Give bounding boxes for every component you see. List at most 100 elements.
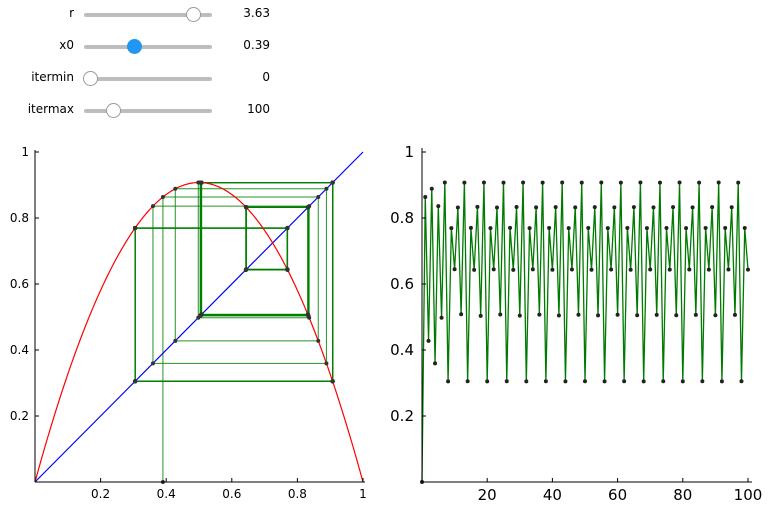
slider-itermax[interactable]: itermax 100 [0,101,300,121]
orbit-point [661,379,666,384]
orbit-point [504,379,509,384]
slider-r[interactable]: r 3.63 [0,5,300,25]
cobweb-point [133,379,138,384]
slider-r-track[interactable] [84,13,212,17]
orbit-point [729,205,734,210]
x-tick-label: 80 [673,486,692,504]
orbit-point [521,180,526,185]
orbit-point [589,267,594,272]
cobweb-point [133,226,138,231]
cobweb-point [173,338,178,343]
slider-itermin-thumb[interactable] [83,71,98,86]
orbit-point [576,312,581,317]
orbit-point [690,205,695,210]
orbit-point [703,225,708,230]
cobweb-point [150,361,155,366]
orbit-point [579,180,584,185]
orbit-point [547,225,552,230]
orbit-point [524,379,529,384]
orbit-point [439,315,444,320]
orbit-point [455,205,460,210]
orbit-point [671,205,676,210]
orbit-point [485,379,490,384]
orbit-point [742,226,747,231]
orbit-point [667,267,672,272]
orbit-point [657,180,662,185]
orbit-point [433,361,438,366]
slider-x0-label: x0 [59,38,74,52]
x-tick-label: 1 [359,487,367,501]
orbit-point [488,226,493,231]
y-tick-label: 0.6 [390,275,414,293]
x-tick-label: 20 [478,486,497,504]
cobweb-point [330,180,335,185]
orbit-point [592,205,597,210]
orbit-point [677,180,682,185]
slider-r-thumb[interactable] [185,7,201,22]
orbit-point [442,180,447,185]
orbit-point [609,267,614,272]
slider-itermax-value: 100 [247,102,270,116]
orbit-point [641,379,646,384]
orbit-point [605,226,610,231]
orbit-point [618,180,623,185]
orbit-point [726,267,731,272]
slider-itermax-track[interactable] [84,109,212,113]
slider-x0-thumb[interactable] [127,39,143,54]
slider-itermax-label: itermax [27,102,74,116]
orbit-point [491,267,496,272]
orbit-point [638,180,643,185]
orbit-point [560,180,565,185]
orbit-point [635,313,640,318]
y-tick-label: 0.8 [390,209,414,227]
cobweb-point [306,205,311,210]
orbit-point [719,379,724,384]
slider-itermin[interactable]: itermin 0 [0,69,300,89]
slider-x0[interactable]: x0 0.39 [0,37,300,57]
y-tick-label: 1 [21,145,29,159]
orbit-point [481,180,486,185]
orbit-point [511,267,516,272]
orbit-point [674,313,679,318]
orbit-point [697,180,702,185]
y-tick-label: 1 [404,143,414,161]
orbit-point [573,205,578,210]
orbit-point [693,312,698,317]
orbit-point [537,312,542,317]
orbit-point [723,226,728,231]
cobweb-point [199,180,204,185]
cobweb-point [316,338,321,343]
y-tick-label: 0.2 [390,407,414,425]
orbit-point [436,204,441,209]
orbit-point [534,205,539,210]
x-tick-label: 40 [543,486,562,504]
slider-itermin-track[interactable] [84,77,212,81]
orbit-point [446,379,451,384]
slider-x0-value: 0.39 [243,38,270,52]
orbit-point [586,225,591,230]
orbit-point [596,313,601,318]
x-tick-label: 0.6 [222,487,241,501]
cobweb-point [324,361,329,366]
orbit-point [501,180,506,185]
orbit-point [612,205,617,210]
cobweb-point [244,205,249,210]
y-tick-label: 0.6 [10,277,29,291]
orbit-point [602,379,607,384]
cobweb-point [285,267,290,272]
orbit-point [680,379,685,384]
y-tick-label: 0.4 [10,343,29,357]
orbit-point [622,379,627,384]
orbit-point [550,267,555,272]
slider-x0-track[interactable] [84,45,212,49]
orbit-point [475,204,480,209]
slider-itermax-thumb[interactable] [105,103,121,118]
orbit-point [648,267,653,272]
orbit-point [527,226,532,231]
cobweb-point [160,195,165,200]
orbit-point [684,226,689,231]
orbit-point [517,313,522,318]
cobweb-point [173,186,178,191]
orbit-point [651,205,656,210]
orbit-point [465,379,470,384]
